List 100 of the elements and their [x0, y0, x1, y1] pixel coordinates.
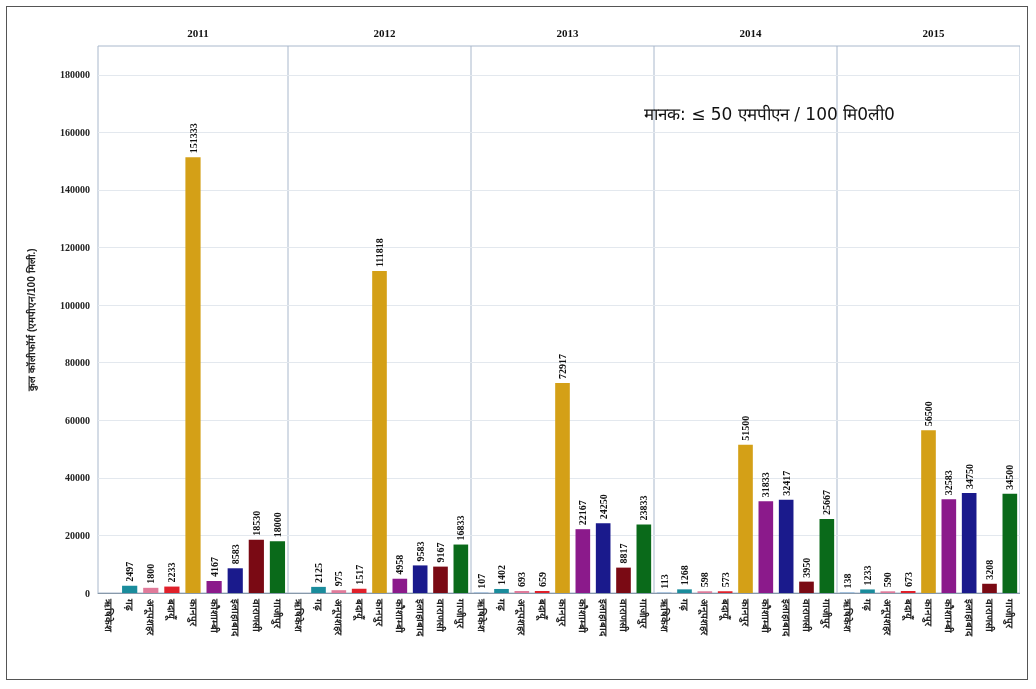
- x-tick-label: वाराणसी: [435, 598, 447, 632]
- data-label: 51500: [740, 415, 751, 441]
- bar: [555, 383, 570, 593]
- bar: [372, 271, 387, 593]
- bar: [921, 430, 936, 593]
- x-tick-label: अनूपशहर: [331, 599, 345, 636]
- chart-title: 2014: [739, 26, 762, 39]
- x-tick-label: कानपुर: [373, 598, 385, 627]
- data-label: 18530: [250, 510, 262, 536]
- x-tick-label: गढ़: [312, 598, 324, 611]
- y-tick-label: 180000: [60, 69, 90, 81]
- bar: [311, 586, 326, 593]
- x-tick-label: गाजीपुर: [637, 598, 651, 629]
- x-tick-label: कौशाम्बी: [943, 598, 956, 633]
- x-tick-label: अनूपशहर: [697, 599, 711, 636]
- x-tick-label: कौशाम्बी: [760, 598, 773, 633]
- x-tick-label: बदायूँ: [164, 598, 179, 621]
- x-tick-label: गढ़: [495, 598, 507, 611]
- bar: [575, 529, 591, 593]
- bar: [453, 544, 469, 593]
- x-tick-label: ऋषिकेश: [103, 598, 116, 633]
- bar: [636, 524, 652, 593]
- x-tick-label: गाजीपुर: [820, 598, 834, 629]
- bar: [799, 581, 814, 593]
- x-tick-label: ऋषिकेश: [475, 598, 488, 633]
- x-tick-label: कानपुर: [186, 598, 199, 627]
- bar: [982, 583, 997, 593]
- y-tick-label: 20000: [65, 529, 90, 541]
- x-tick-label: गढ़: [678, 598, 690, 611]
- bar: [143, 587, 159, 593]
- data-label: 2125: [313, 562, 324, 583]
- x-tick-label: कानपुर: [739, 598, 751, 627]
- data-label: 1268: [679, 565, 690, 586]
- x-tick-label: गढ़: [123, 598, 136, 611]
- bar: [227, 568, 243, 593]
- x-tick-label: इलाहाबाद: [597, 598, 609, 637]
- data-label: 3208: [984, 559, 995, 580]
- bar: [616, 567, 631, 593]
- bar: [819, 519, 835, 593]
- data-label: 138: [841, 573, 853, 589]
- x-tick-label: इलाहाबाद: [414, 598, 426, 637]
- data-label: 16833: [455, 515, 467, 541]
- bar: [860, 589, 875, 593]
- data-label: 107: [475, 573, 487, 589]
- x-tick-label: गाजीपुर: [454, 598, 468, 629]
- x-tick-label: वाराणसी: [250, 598, 263, 632]
- data-label: 8817: [618, 543, 629, 564]
- x-tick-label: कौशाम्बी: [577, 598, 590, 633]
- data-label: 56500: [923, 401, 934, 427]
- data-label: 22167: [577, 500, 589, 526]
- bar: [248, 539, 264, 593]
- x-tick-label: ऋषिकेश: [841, 598, 854, 633]
- bar: [185, 157, 201, 593]
- bar: [122, 585, 138, 593]
- y-tick-label: 100000: [60, 299, 90, 311]
- x-tick-label: कानपुर: [556, 598, 568, 627]
- x-tick-label: कानपुर: [922, 598, 934, 627]
- x-tick-label: गाजीपुर: [270, 598, 284, 629]
- data-label: 151333: [187, 123, 199, 154]
- bar: [758, 501, 774, 593]
- x-tick-label: कौशाम्बी: [394, 598, 407, 633]
- data-label: 8583: [229, 544, 241, 565]
- data-label: 113: [658, 574, 670, 589]
- x-tick-label: बदायूँ: [351, 598, 366, 621]
- bar: [392, 578, 408, 593]
- bar: [206, 581, 222, 593]
- bar: [494, 588, 509, 593]
- data-label: 25667: [821, 490, 833, 516]
- bar: [164, 586, 180, 593]
- data-label: 1233: [862, 565, 873, 586]
- data-label: 2497: [124, 561, 136, 582]
- bar: [677, 589, 692, 593]
- data-label: 1800: [145, 563, 157, 584]
- y-tick-label: 40000: [65, 472, 90, 484]
- data-label: 1402: [496, 564, 507, 585]
- chart-title: 2011: [187, 26, 209, 39]
- x-tick-label: वाराणसी: [984, 598, 996, 632]
- x-tick-label: कौशाम्बी: [208, 598, 221, 633]
- y-tick-label: 160000: [60, 126, 90, 138]
- x-tick-label: ऋषिकेश: [658, 598, 671, 633]
- data-label: 34750: [963, 463, 975, 489]
- data-label: 34500: [1004, 464, 1016, 490]
- data-label: 598: [699, 572, 711, 588]
- data-label: 24250: [597, 494, 609, 520]
- x-tick-label: इलाहाबाद: [780, 598, 792, 637]
- data-label: 18000: [271, 512, 283, 538]
- x-tick-label: ऋषिकेश: [292, 598, 305, 633]
- data-label: 32417: [780, 470, 792, 496]
- y-tick-label: 0: [85, 587, 90, 599]
- y-tick-label: 80000: [65, 357, 90, 369]
- x-tick-label: अनूपशहर: [143, 599, 157, 636]
- data-label: 72917: [557, 354, 568, 380]
- x-tick-label: बदायूँ: [717, 598, 732, 621]
- data-label: 673: [902, 572, 914, 588]
- bar: [412, 565, 428, 593]
- y-tick-label: 120000: [60, 242, 90, 254]
- bar: [738, 444, 753, 593]
- chart-title: 2012: [373, 26, 396, 39]
- x-tick-label: वाराणसी: [801, 598, 813, 632]
- data-label: 693: [516, 572, 528, 587]
